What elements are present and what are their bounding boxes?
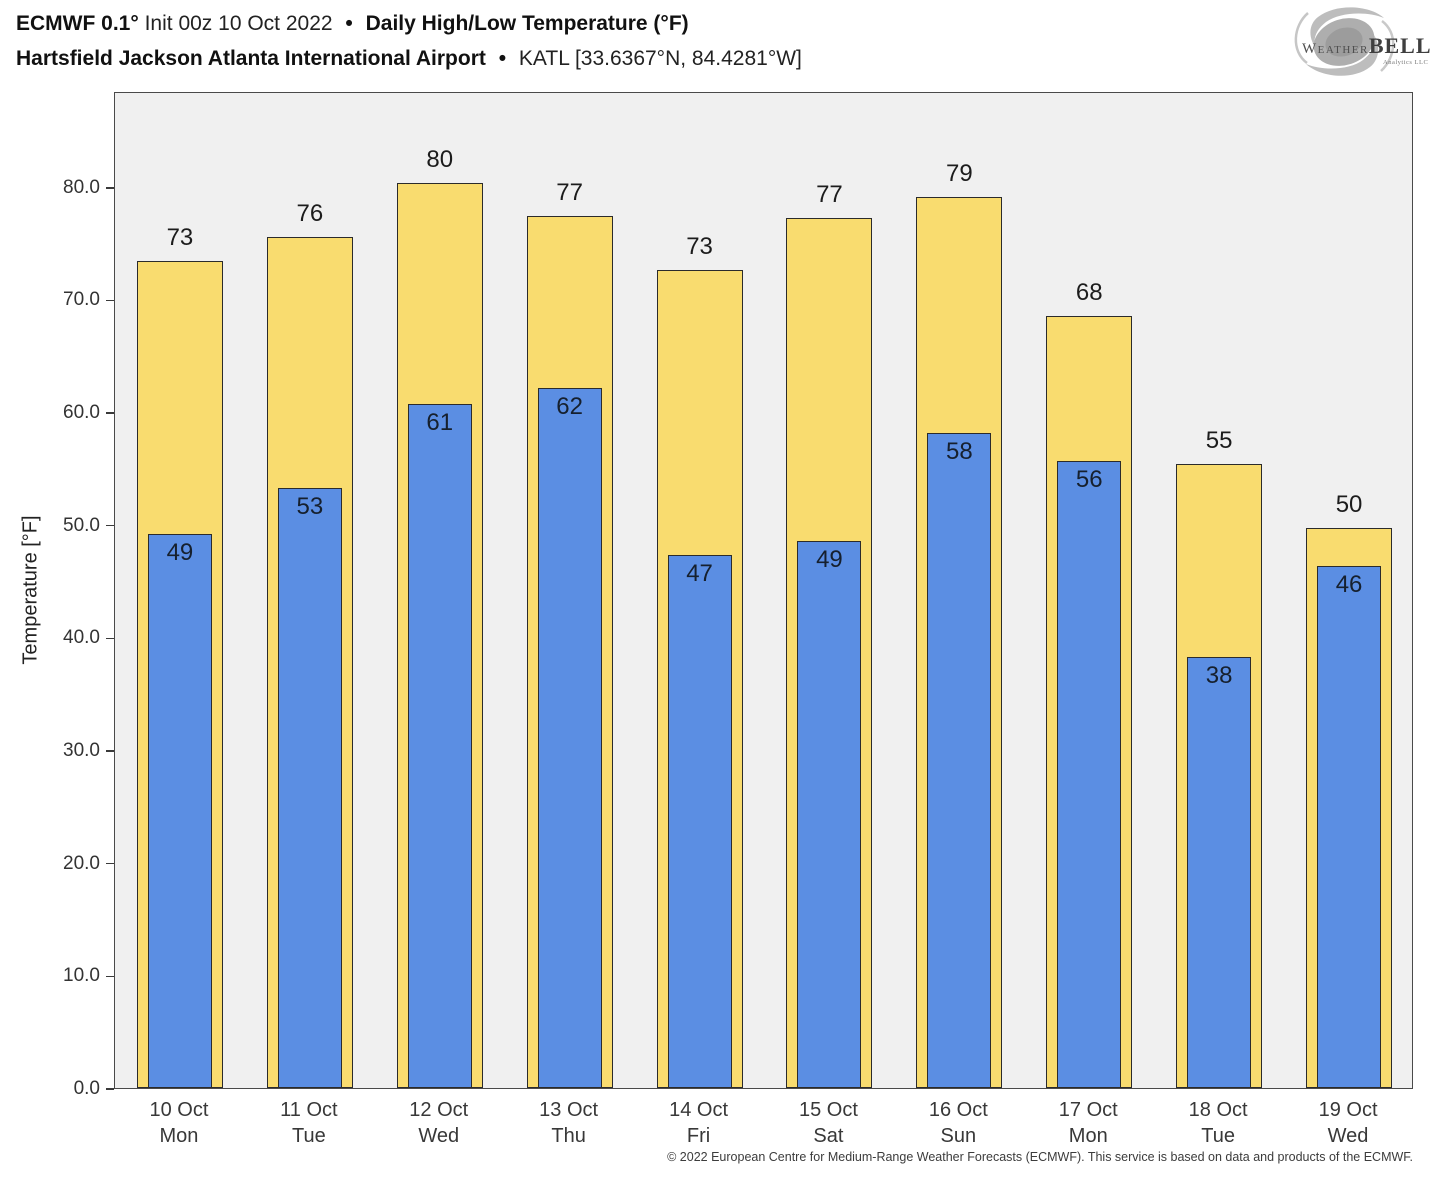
y-tick-mark xyxy=(106,187,114,189)
low-temp-bar: 49 xyxy=(147,533,212,1088)
low-temp-bar: 47 xyxy=(667,555,732,1088)
title-block: ECMWF 0.1° Init 00z 10 Oct 2022 • Daily … xyxy=(16,6,802,76)
x-tick-label: 14 Oct Fri xyxy=(634,1097,764,1149)
svg-text:WeatherBELL: WeatherBELL xyxy=(1302,33,1432,58)
x-tick-label: 13 Oct Thu xyxy=(504,1097,634,1149)
low-temp-bar: 53 xyxy=(277,487,342,1088)
model-name: ECMWF 0.1° xyxy=(16,12,139,35)
x-tick-label: 10 Oct Mon xyxy=(114,1097,244,1149)
high-temp-value: 73 xyxy=(686,233,713,261)
y-tick-label: 20.0 xyxy=(63,852,100,874)
high-temp-value: 73 xyxy=(166,224,194,252)
high-temp-value: 80 xyxy=(426,146,454,174)
low-temp-value: 46 xyxy=(1335,571,1363,599)
y-tick-mark xyxy=(106,637,114,640)
x-tick-weekday: Thu xyxy=(551,1125,586,1147)
x-tick-date: 15 Oct xyxy=(798,1099,858,1121)
y-tick-label: 40.0 xyxy=(63,627,100,649)
low-temp-bar: 38 xyxy=(1187,656,1252,1088)
high-temp-value: 55 xyxy=(1205,426,1233,454)
y-tick-label: 80.0 xyxy=(63,176,100,198)
logo-text-bell: BELL xyxy=(1369,33,1432,58)
y-tick-mark xyxy=(106,750,114,752)
low-temp-bar: 62 xyxy=(537,388,602,1088)
copyright-notice: © 2022 European Centre for Medium-Range … xyxy=(667,1150,1413,1164)
low-temp-bar: 58 xyxy=(927,433,992,1088)
x-tick-date: 11 Oct xyxy=(280,1099,338,1121)
y-tick-label: 0.0 xyxy=(73,1078,100,1099)
low-temp-value: 56 xyxy=(1075,465,1103,493)
x-tick-date: 16 Oct xyxy=(928,1099,988,1121)
x-tick-date: 13 Oct xyxy=(539,1099,599,1121)
y-tick-mark xyxy=(106,412,114,414)
low-temp-bar: 46 xyxy=(1317,566,1382,1088)
x-tick-weekday: Sat xyxy=(813,1125,844,1147)
x-tick-label: 12 Oct Wed xyxy=(374,1097,504,1149)
y-tick-label: 10.0 xyxy=(63,965,100,987)
y-tick-mark xyxy=(106,299,114,302)
y-tick-mark xyxy=(106,862,114,865)
low-temp-value: 49 xyxy=(166,538,194,566)
low-temp-value: 38 xyxy=(1205,661,1233,689)
x-tick-weekday: Wed xyxy=(1327,1125,1369,1147)
low-temp-value: 53 xyxy=(296,492,324,520)
x-tick-weekday: Mon xyxy=(1068,1125,1108,1147)
high-temp-value: 68 xyxy=(1075,279,1103,307)
x-tick-date: 12 Oct xyxy=(409,1099,469,1121)
y-tick-mark xyxy=(106,524,114,527)
y-tick-label: 70.0 xyxy=(63,289,100,311)
x-tick-weekday: Tue xyxy=(291,1125,326,1147)
product-name: Daily High/Low Temperature (°F) xyxy=(365,12,689,35)
station-id-coords: KATL [33.6367°N, 84.4281°W] xyxy=(518,47,802,70)
title-separator: • xyxy=(345,12,353,35)
high-temp-value: 76 xyxy=(296,200,324,228)
x-tick-date: 17 Oct xyxy=(1058,1099,1118,1121)
x-tick-date: 14 Oct xyxy=(669,1099,728,1121)
subtitle-separator: • xyxy=(498,47,507,70)
x-tick-label: 15 Oct Sat xyxy=(763,1097,893,1149)
low-temp-value: 61 xyxy=(426,409,454,437)
y-tick-label: 60.0 xyxy=(63,402,100,424)
low-temp-bar: 56 xyxy=(1057,460,1122,1088)
x-tick-label: 11 Oct Tue xyxy=(244,1097,374,1149)
low-temp-value: 47 xyxy=(686,560,713,588)
y-tick-label: 30.0 xyxy=(63,740,100,762)
y-tick-label: 50.0 xyxy=(63,514,100,536)
low-temp-value: 62 xyxy=(556,393,583,421)
x-tick-weekday: Tue xyxy=(1201,1125,1235,1147)
logo-text-weather: Weather xyxy=(1302,41,1369,57)
high-temp-value: 79 xyxy=(945,159,973,187)
x-tick-label: 16 Oct Sun xyxy=(893,1097,1023,1149)
logo-text-analytics: Analytics LLC xyxy=(1383,59,1428,66)
x-tick-weekday: Mon xyxy=(159,1125,199,1147)
y-tick-mark xyxy=(106,1088,114,1090)
low-temp-value: 58 xyxy=(945,438,973,466)
x-tick-label: 19 Oct Wed xyxy=(1283,1097,1413,1149)
low-temp-bar: 61 xyxy=(407,404,472,1088)
chart-subtitle: Hartsfield Jackson Atlanta International… xyxy=(16,41,802,76)
high-temp-value: 50 xyxy=(1335,491,1363,519)
init-time: Init 00z 10 Oct 2022 xyxy=(144,12,333,35)
x-tick-label: 18 Oct Tue xyxy=(1153,1097,1283,1149)
x-tick-label: 17 Oct Mon xyxy=(1023,1097,1153,1149)
low-temp-bar: 49 xyxy=(797,540,862,1088)
x-tick-weekday: Fri xyxy=(686,1125,711,1147)
station-name: Hartsfield Jackson Atlanta International… xyxy=(16,47,486,70)
weatherbell-logo: WeatherBELL Analytics LLC xyxy=(1288,4,1438,80)
x-tick-date: 19 Oct xyxy=(1318,1099,1378,1121)
x-tick-date: 10 Oct xyxy=(149,1099,209,1121)
chart-title: ECMWF 0.1° Init 00z 10 Oct 2022 • Daily … xyxy=(16,6,802,41)
high-temp-value: 77 xyxy=(816,181,843,209)
y-tick-mark xyxy=(106,975,114,978)
x-tick-weekday: Sun xyxy=(940,1125,977,1147)
hurricane-swirl-icon: WeatherBELL Analytics LLC xyxy=(1294,7,1432,76)
x-tick-weekday: Wed xyxy=(418,1125,460,1147)
high-temp-value: 77 xyxy=(556,179,583,207)
plot-area: 49 73 53 76 61 80 62 77 47 73 49 77 58 79 56 68 38 55 46 50 xyxy=(114,92,1413,1089)
x-tick-date: 18 Oct xyxy=(1188,1099,1248,1121)
low-temp-value: 49 xyxy=(816,545,843,573)
